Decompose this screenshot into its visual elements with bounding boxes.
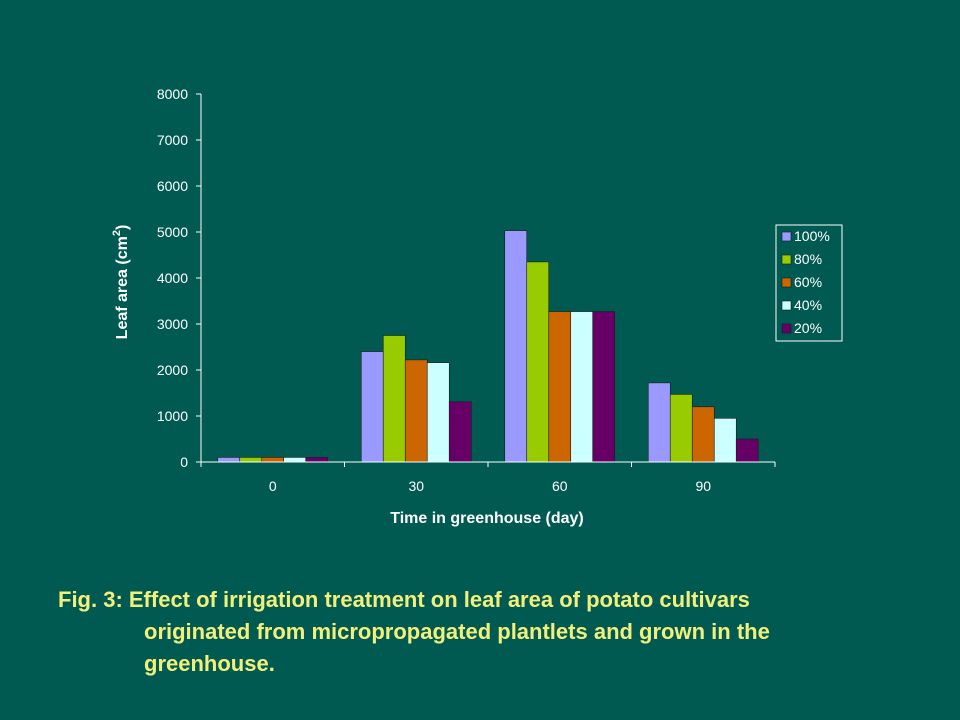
legend-label-80pct: 80% <box>794 251 822 267</box>
legend-swatch-80pct <box>781 254 792 265</box>
y-axis-title-main: Leaf area (cm <box>114 236 131 339</box>
bar-80pct-day-0 <box>239 457 263 463</box>
legend-swatch-100pct <box>781 231 792 242</box>
y-axis-title-superscript: 2 <box>111 230 123 236</box>
x-tick-label: 60 <box>552 478 568 494</box>
legend-swatch-20pct <box>781 323 792 334</box>
x-tick-labels: 0 30 60 90 <box>269 478 711 494</box>
caption-line-3: greenhouse. <box>144 651 275 676</box>
y-tick-label: 2000 <box>157 362 188 378</box>
bar-80pct-day-60 <box>526 261 550 463</box>
bar-60pct-day-90 <box>691 406 715 463</box>
axes-group <box>196 93 776 467</box>
y-tick-labels: 0 1000 2000 3000 4000 5000 6000 7000 8000 <box>157 86 188 470</box>
y-tick-label: 8000 <box>157 86 188 102</box>
x-tick-label: 0 <box>269 478 277 494</box>
y-axis-title: Leaf area (cm2) <box>111 225 131 340</box>
bar-100pct-day-90 <box>647 382 671 463</box>
bar-100pct-day-0 <box>217 457 241 463</box>
y-axis-title-close: ) <box>114 225 131 230</box>
legend-label-20pct: 20% <box>794 320 822 336</box>
y-tick-label: 1000 <box>157 408 188 424</box>
bar-20pct-day-90 <box>735 438 759 463</box>
x-axis-title: Time in greenhouse (day) <box>390 510 584 527</box>
caption-line-1: Fig. 3: Effect of irrigation treatment o… <box>58 587 750 612</box>
bar-40pct-day-0 <box>283 457 307 463</box>
y-tick-label: 3000 <box>157 316 188 332</box>
bar-20pct-day-0 <box>305 457 329 463</box>
caption-line-2: originated from micropropagated plantlet… <box>144 619 770 644</box>
bar-80pct-day-30 <box>382 335 406 463</box>
legend-label-100pct: 100% <box>794 228 830 244</box>
y-tick-label: 4000 <box>157 270 188 286</box>
bars-group <box>217 230 759 463</box>
legend-label-60pct: 60% <box>794 274 822 290</box>
bar-40pct-day-90 <box>713 417 737 463</box>
x-tick-label: 30 <box>408 478 424 494</box>
y-tick-label: 6000 <box>157 178 188 194</box>
y-tick-label: 0 <box>180 454 188 470</box>
bar-100pct-day-30 <box>360 351 384 463</box>
y-tick-label: 5000 <box>157 224 188 240</box>
bar-20pct-day-30 <box>448 401 472 463</box>
legend-box <box>775 224 843 342</box>
bar-40pct-day-30 <box>426 362 450 463</box>
x-tick-label: 90 <box>695 478 711 494</box>
figure-caption: Fig. 3: Effect of irrigation treatment o… <box>58 584 770 680</box>
legend: 100% 80% 60% 40% 20% <box>775 224 843 342</box>
legend-swatch-60pct <box>781 277 792 288</box>
legend-label-40pct: 40% <box>794 297 822 313</box>
legend-swatch-40pct <box>781 300 792 311</box>
bar-60pct-day-0 <box>261 457 285 463</box>
bar-100pct-day-60 <box>504 230 528 463</box>
bar-40pct-day-60 <box>570 311 594 463</box>
bar-20pct-day-60 <box>592 311 616 463</box>
y-tick-label: 7000 <box>157 132 188 148</box>
leaf-area-bar-chart: 0 1000 2000 3000 4000 5000 6000 7000 8000 0 30 60 9… <box>111 86 843 527</box>
bar-80pct-day-90 <box>669 394 693 463</box>
bar-60pct-day-30 <box>404 359 428 463</box>
bar-60pct-day-60 <box>548 311 572 463</box>
